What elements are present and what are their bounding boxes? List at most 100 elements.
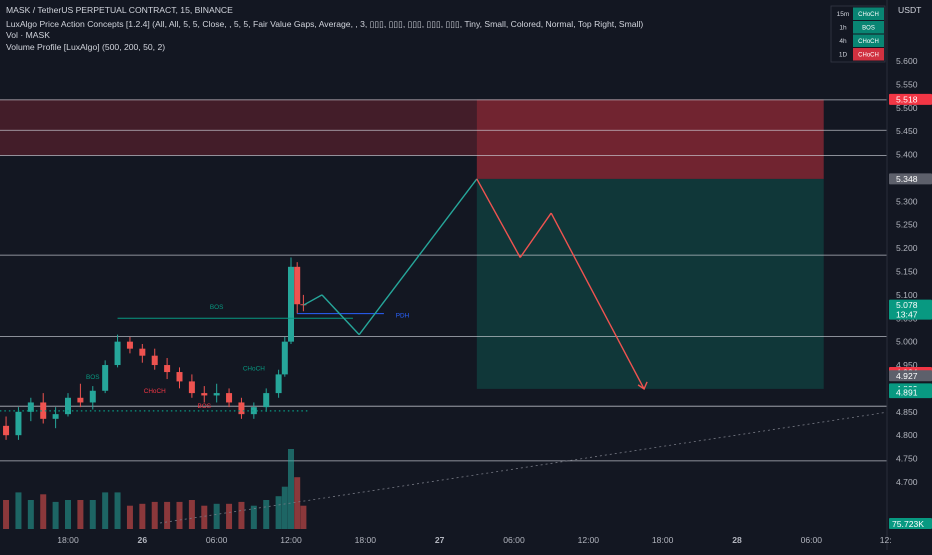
candle-body (176, 372, 183, 382)
candle[interactable] (102, 360, 109, 394)
price-tag[interactable]: 4.891 (889, 387, 932, 399)
candle[interactable] (294, 262, 301, 314)
candle[interactable] (89, 386, 96, 410)
candle-body (164, 365, 171, 373)
price-tag-value: 5.518 (896, 94, 918, 104)
structure-label[interactable]: CHoCH (243, 366, 265, 373)
mtf-signal: BOS (862, 26, 875, 32)
projection-segment[interactable] (303, 294, 323, 306)
price-tag[interactable]: 5.518 (889, 93, 932, 105)
mtf-row[interactable]: 15m CHoCH (837, 7, 884, 21)
candle[interactable] (139, 343, 146, 363)
time-tick-label: 06:00 (801, 535, 823, 545)
structure-label[interactable]: CHoCH (144, 388, 166, 395)
price-tick-label: 5.450 (896, 126, 918, 136)
candle[interactable] (52, 407, 59, 429)
candle[interactable] (176, 367, 183, 389)
projection-segment[interactable] (519, 212, 552, 258)
candle[interactable] (188, 374, 195, 398)
candle[interactable] (114, 334, 121, 368)
mtf-signal-cell (853, 7, 884, 20)
candle[interactable] (40, 393, 47, 424)
volume-bar (176, 501, 183, 529)
candle[interactable] (27, 397, 34, 422)
volume-bar (40, 494, 47, 529)
price-tags: 5.5185.3485.07813:474.9344.9274.8994.891… (889, 93, 932, 529)
mtf-signal: CHoCH (858, 12, 879, 18)
legend: MASK / TetherUS PERPETUAL CONTRACT, 15, … (6, 5, 643, 52)
candle[interactable] (263, 388, 270, 412)
candle[interactable] (201, 386, 208, 403)
candle-body (15, 411, 22, 436)
stop-band (0, 99, 477, 156)
candle[interactable] (238, 397, 245, 419)
candle[interactable] (3, 416, 10, 440)
structure-label[interactable]: PDH (396, 312, 410, 319)
candle[interactable] (250, 402, 257, 419)
price-tag-bg (889, 370, 932, 382)
volume-bar (77, 500, 84, 529)
mtf-row[interactable]: 4h CHoCH (839, 34, 884, 48)
price-tag[interactable]: 5.348 (889, 173, 932, 185)
stop-loss-zone[interactable] (476, 99, 824, 179)
candle[interactable] (77, 383, 84, 408)
time-tick-label: 06:00 (206, 535, 228, 545)
indicator-title[interactable]: LuxAlgo Price Action Concepts [1.2.4] (A… (6, 19, 643, 29)
volume-bar (300, 505, 307, 529)
volume-profile-title[interactable]: Volume Profile [LuxAlgo] (500, 200, 50, … (6, 42, 165, 52)
candle[interactable] (275, 369, 282, 398)
projection-segment[interactable] (358, 178, 478, 336)
candle[interactable] (15, 407, 22, 440)
currency-label[interactable]: USDT (898, 5, 922, 15)
time-tick-label: 18:00 (652, 535, 674, 545)
candle-body (188, 381, 195, 394)
volume-bar (263, 500, 270, 529)
symbol-title[interactable]: MASK / TetherUS PERPETUAL CONTRACT, 15, … (6, 5, 233, 15)
time-tick-label: 18:00 (57, 535, 79, 545)
volume-tag-bg (889, 518, 932, 529)
candle[interactable] (164, 358, 171, 380)
structure-label[interactable]: BOS (198, 403, 212, 410)
candle[interactable] (65, 393, 71, 417)
price-tag-value: 5.348 (896, 174, 918, 184)
volume-bar (3, 500, 10, 529)
price-tag[interactable]: 4.927 (889, 370, 932, 382)
structure-label[interactable]: BOS (86, 374, 100, 381)
price-tag-bg (889, 93, 932, 105)
price-tick-label: 5.200 (896, 243, 918, 253)
time-tick-label: 27 (435, 535, 445, 545)
volume-bar (238, 501, 245, 529)
time-tick-label: 28 (732, 535, 742, 545)
candle[interactable] (288, 257, 294, 344)
price-tag-bg (889, 173, 932, 185)
price-tag-bg (889, 299, 932, 320)
candle[interactable] (213, 383, 220, 403)
time-tick-label: 12: (880, 535, 892, 545)
projection-segment[interactable] (476, 178, 521, 258)
mtf-row[interactable]: 1h BOS (839, 21, 884, 34)
horizontal-levels (0, 99, 887, 462)
volume-bar (126, 505, 133, 529)
projection-segment[interactable] (550, 212, 645, 390)
candle[interactable] (151, 348, 158, 370)
candle-body (263, 393, 270, 408)
candle[interactable] (226, 388, 233, 408)
price-tick-label: 5.150 (896, 267, 918, 277)
candle[interactable] (281, 336, 288, 377)
volume-tag[interactable]: 75.723K (889, 518, 932, 529)
candle-body (250, 407, 257, 415)
projection-segment[interactable] (321, 294, 360, 336)
candle-body (151, 355, 158, 366)
volume-bar (213, 503, 220, 529)
mtf-row[interactable]: 1D CHoCH (839, 48, 884, 61)
candle[interactable] (126, 336, 133, 354)
volume-title[interactable]: Vol · MASK (6, 30, 50, 40)
time-axis[interactable]: 18:00 26 06:00 12:00 18:00 27 06:00 12:00 18:00 2… (57, 535, 891, 545)
structure-label[interactable]: BOS (210, 304, 224, 311)
candle-body (40, 402, 47, 419)
price-tick-label: 4.850 (896, 407, 918, 417)
take-profit-zone[interactable] (476, 178, 824, 389)
